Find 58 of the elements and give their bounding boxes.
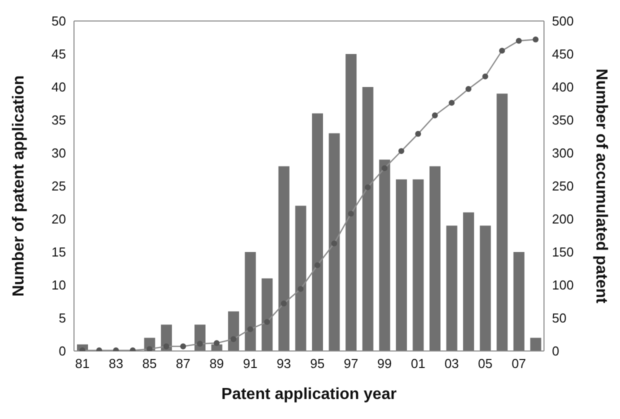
x-tick-label: 85 [142,356,157,372]
y-tick-label: 40 [52,80,66,95]
x-tick-label: 05 [478,356,492,372]
x-tick-label: 01 [410,356,426,372]
x-tick-label: 95 [310,356,325,372]
y-tick-label: 20 [52,212,66,227]
bar [346,54,357,351]
x-tick-label: 87 [176,356,190,372]
y-tick-label: 5 [58,310,66,326]
x-tick-label: 91 [243,356,258,372]
bar [244,252,256,351]
y-tick-label: 10 [52,278,66,293]
bar [412,179,424,351]
y-tick-label: 30 [52,146,66,161]
bar [496,94,508,351]
y2-tick-label: 50 [552,310,566,326]
y2-tick-label: 300 [552,146,574,161]
y2-tick-label: 350 [552,112,574,128]
y-tick-label: 0 [58,344,66,359]
y2-tick-label: 400 [552,80,574,95]
x-tick-label: 81 [75,356,90,372]
x-tick-label: 03 [444,356,459,372]
bar [328,133,340,351]
bar [513,252,524,351]
bar [278,166,290,351]
x-tick-label: 83 [108,356,124,372]
bar [446,226,458,351]
y2-tick-label: 100 [552,278,574,293]
y2-tick-label: 450 [552,46,574,62]
bar [396,179,407,351]
bar [379,160,390,351]
bar [228,311,240,351]
bar [463,212,474,351]
bar [362,87,374,351]
x-tick-label: 97 [344,356,358,372]
bar [430,166,440,351]
y-tick-label: 45 [52,46,66,62]
y2-tick-label: 0 [552,344,560,359]
bar [530,338,542,351]
y2-tick-label: 150 [552,244,574,260]
y2-tick-label: 250 [552,178,574,194]
x-tick-label: 89 [209,356,224,372]
y2-tick-label: 500 [552,14,574,29]
x-tick-label: 93 [276,356,292,372]
y-axis-title: Number of patent application [10,75,28,297]
y-tick-label: 25 [52,178,66,194]
x-tick-label: 99 [377,356,392,372]
y-tick-label: 35 [52,112,66,128]
bar [262,278,273,351]
bar [312,113,323,351]
y2-tick-label: 200 [552,212,574,227]
y-tick-label: 50 [52,14,66,29]
x-axis-title: Patent application year [221,386,397,403]
bar [480,226,491,351]
y2-axis-title: Number of accumulated patent [592,68,610,304]
bar [295,206,306,351]
x-tick-label: 07 [512,356,526,372]
y-tick-label: 15 [52,244,66,260]
